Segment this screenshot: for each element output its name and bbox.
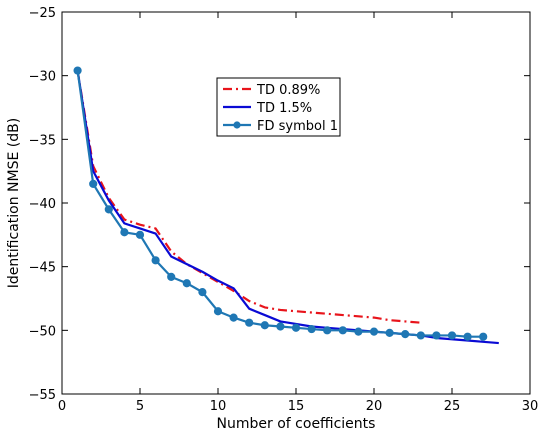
data-point (401, 330, 410, 339)
x-tick-label: 20 (366, 399, 383, 414)
series-markers (73, 66, 488, 341)
data-point (338, 326, 347, 335)
y-axis-label: Identification NMSE (dB) (6, 118, 22, 288)
data-point (151, 256, 160, 265)
series-line-0 (76, 70, 421, 324)
data-point (89, 179, 98, 188)
data-point (135, 230, 145, 239)
data-point (104, 205, 113, 214)
data-point (245, 318, 254, 327)
y-tick-label: −55 (29, 388, 56, 403)
data-point (182, 279, 191, 288)
legend-label: TD 0.89% (256, 83, 320, 98)
data-point (229, 313, 238, 322)
axis-ticks (61, 11, 531, 395)
x-tick-label: 10 (210, 399, 227, 414)
data-point (354, 327, 363, 336)
x-tick-label: 25 (444, 399, 461, 414)
data-point (276, 322, 285, 331)
data-point (323, 326, 332, 335)
data-point (416, 331, 425, 340)
y-tick-label: −35 (29, 133, 56, 148)
y-tick-label: −30 (29, 70, 56, 85)
legend-marker (233, 121, 241, 129)
data-point (213, 307, 223, 316)
x-tick-label: 0 (58, 399, 66, 414)
legend-label: FD symbol 1 (257, 119, 338, 134)
data-point (167, 272, 176, 281)
data-point (369, 327, 379, 336)
series-line-1 (76, 70, 499, 345)
y-tick-label: −50 (29, 324, 56, 339)
data-point (307, 324, 316, 334)
data-point (447, 331, 457, 340)
data-point (385, 328, 394, 337)
data-point (73, 66, 82, 75)
legend-label: TD 1.5% (256, 101, 312, 116)
legend: TD 0.89% TD 1.5% FD symbol 1 (216, 77, 341, 137)
y-tick-label: −40 (29, 197, 56, 212)
data-point (432, 331, 441, 340)
x-axis-label: Number of coefficients (217, 416, 376, 432)
data-point (198, 288, 207, 297)
x-tick-label: 15 (288, 399, 305, 414)
y-tick-label: −25 (29, 6, 56, 21)
axis-tick-labels: 0 5 10 15 20 25 30 −55 −50 −45 −40 −35 −30 −25 (29, 6, 539, 414)
y-tick-label: −45 (29, 261, 56, 276)
x-tick-label: 30 (522, 399, 539, 414)
data-point (463, 332, 472, 341)
data-point (479, 332, 488, 341)
x-tick-label: 5 (136, 399, 144, 414)
data-point (120, 228, 129, 237)
data-point (260, 321, 269, 330)
data-point (291, 323, 301, 332)
